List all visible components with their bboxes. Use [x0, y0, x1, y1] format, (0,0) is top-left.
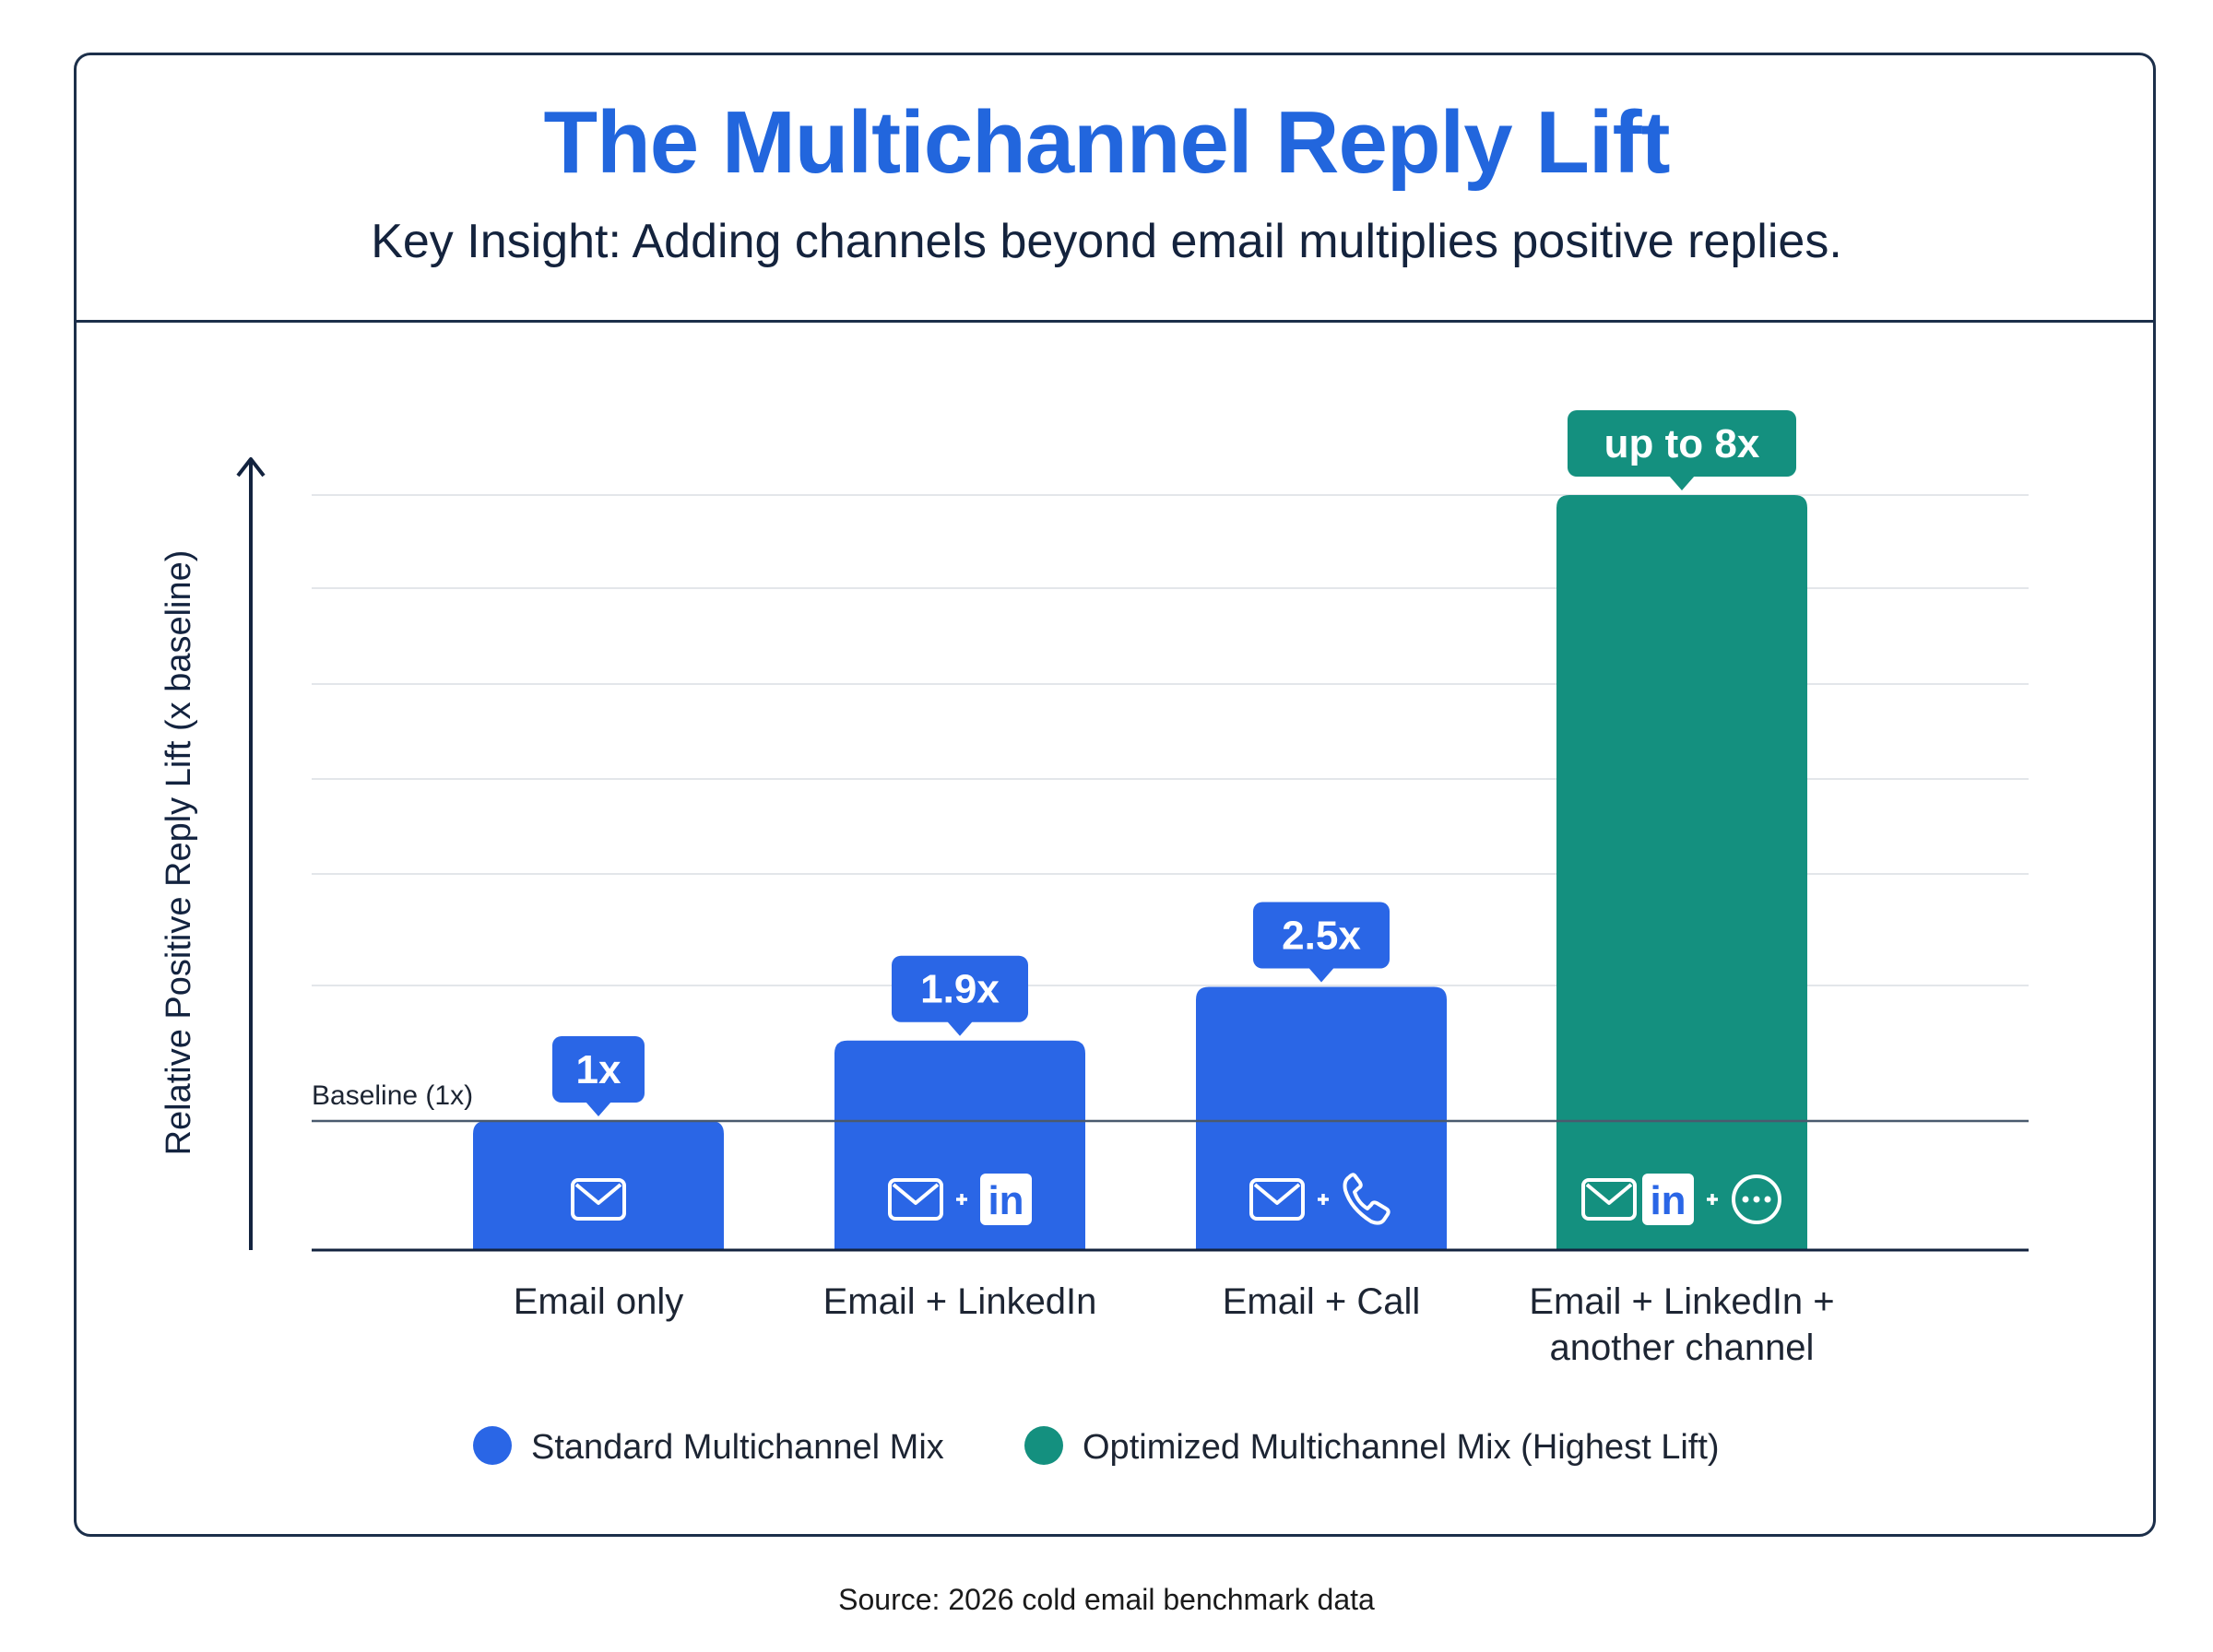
data-label: 1.9x [920, 967, 1000, 1012]
source-note: Source: 2026 cold email benchmark data [838, 1583, 1375, 1616]
data-label-pointer [586, 1102, 611, 1116]
category-label: Email + LinkedIn [823, 1281, 1097, 1322]
legend-label: Optimized Multichannel Mix (Highest Lift… [1083, 1428, 1720, 1467]
mail-icon [1249, 1178, 1305, 1221]
mail-icon [888, 1178, 943, 1221]
mail-icon [571, 1178, 626, 1221]
phone-icon [1343, 1173, 1391, 1225]
data-label-pointer [1308, 967, 1334, 983]
category-label: Email only [514, 1281, 684, 1322]
linkedin-icon: in [980, 1174, 1032, 1225]
data-label-bubble [1253, 902, 1390, 969]
category-label: another channel [1550, 1328, 1815, 1368]
chart-card [74, 53, 2156, 1537]
plus-icon [1707, 1194, 1718, 1205]
chart-title: The Multichannel Reply Lift [543, 93, 1670, 192]
data-label: 1x [576, 1047, 621, 1092]
data-label-bubble [1568, 410, 1796, 477]
plus-icon [956, 1194, 967, 1205]
svg-text:in: in [988, 1178, 1024, 1223]
data-label: up to 8x [1604, 421, 1760, 466]
plus-icon [1318, 1194, 1329, 1205]
bar [473, 1121, 724, 1250]
linkedin-icon: in [1642, 1174, 1694, 1225]
chart-subtitle: Key Insight: Adding channels beyond emai… [371, 215, 1842, 268]
baseline-label: Baseline (1x) [312, 1080, 473, 1111]
mail-icon [1581, 1178, 1637, 1221]
legend-marker [473, 1426, 512, 1465]
chart-header [77, 55, 2153, 323]
data-label-pointer [947, 1021, 973, 1036]
bar [1196, 986, 1447, 1250]
legend-marker [1024, 1426, 1063, 1465]
more-icon [1732, 1174, 1781, 1224]
category-label: Email + Call [1223, 1281, 1421, 1322]
category-label: Email + LinkedIn + [1529, 1281, 1834, 1322]
bar [1556, 495, 1807, 1250]
data-label: 2.5x [1282, 914, 1361, 959]
data-label-pointer [1669, 476, 1695, 490]
bar [834, 1040, 1085, 1250]
data-label-bubble [552, 1036, 645, 1103]
data-label-bubble [892, 955, 1028, 1022]
y-axis-arrow-icon [236, 457, 266, 478]
svg-text:in: in [1650, 1178, 1686, 1223]
legend-label: Standard Multichannel Mix [531, 1428, 944, 1467]
y-axis-label: Relative Positive Reply Lift (x baseline… [160, 550, 198, 1156]
